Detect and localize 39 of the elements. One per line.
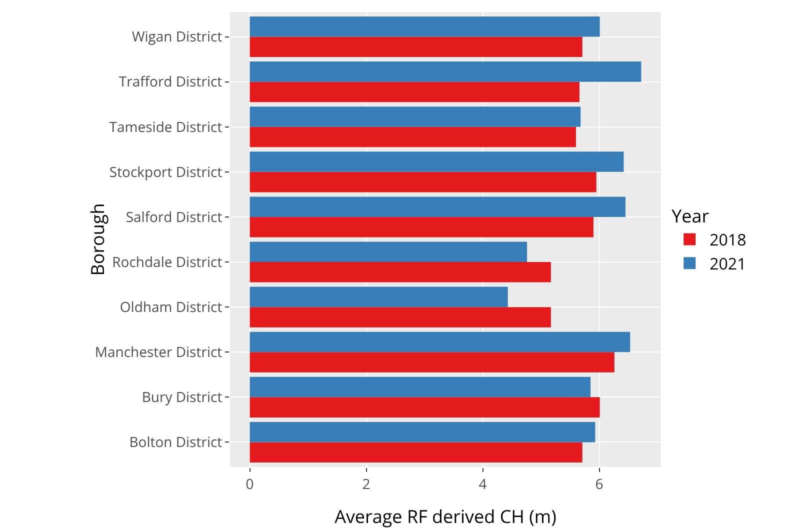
bar	[250, 36, 582, 58]
bar	[250, 397, 600, 418]
y-tick-label: Bury District	[142, 388, 222, 408]
bar	[250, 62, 642, 82]
x-tick-label: 0	[246, 474, 254, 494]
legend-label: 2018	[710, 228, 746, 251]
bar	[250, 286, 508, 308]
x-tick-label: 2	[362, 474, 370, 494]
bar	[250, 352, 614, 372]
bar	[250, 126, 576, 148]
legend-label: 2021	[710, 252, 746, 274]
bar	[250, 82, 580, 102]
bar	[250, 196, 626, 217]
bar	[250, 332, 630, 352]
bar	[250, 376, 591, 398]
bar	[250, 106, 581, 127]
bar	[250, 307, 551, 328]
y-tick-label: Manchester District	[94, 343, 222, 362]
y-tick-label: Salford District	[126, 208, 222, 227]
y-axis-title: Borough	[86, 203, 110, 276]
y-tick-label: Oldham District	[120, 298, 222, 317]
x-tick-label: 6	[595, 474, 604, 494]
x-axis-title: Average RF derived CH (m)	[334, 505, 556, 529]
y-tick-label: Wigan District	[132, 28, 222, 47]
bar	[250, 216, 594, 238]
legend-title: Year	[672, 204, 710, 228]
y-tick-label: Stockport District	[109, 162, 222, 182]
bar	[250, 152, 624, 172]
bar	[250, 422, 596, 442]
bar	[250, 442, 582, 462]
y-tick-label: Bolton District	[129, 433, 222, 452]
bar	[250, 262, 551, 282]
y-tick-label: Rochdale District	[112, 252, 222, 272]
y-tick-label: Tameside District	[109, 118, 222, 137]
bar	[250, 242, 528, 262]
y-tick-label: Trafford District	[118, 72, 222, 92]
bar	[250, 16, 600, 37]
bar	[250, 172, 596, 192]
x-tick-label: 4	[478, 474, 487, 494]
